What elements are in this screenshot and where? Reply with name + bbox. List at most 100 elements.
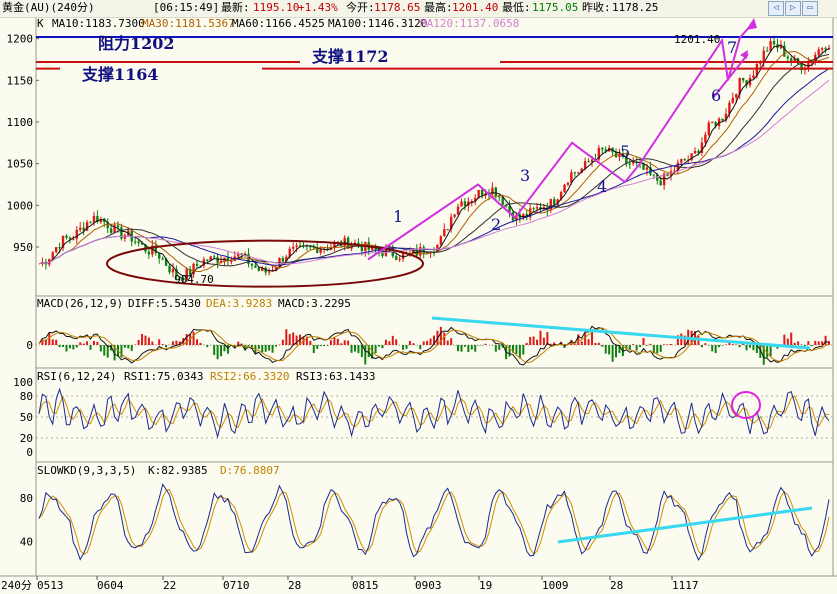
candle-body — [580, 168, 583, 173]
kd-d-line — [38, 488, 830, 557]
candle-body — [563, 184, 566, 193]
kd-panel-frame — [35, 461, 834, 577]
rsi-tick-4: 0 — [26, 446, 33, 459]
candle-body — [735, 94, 738, 98]
candle-body — [604, 149, 607, 152]
candle-body — [261, 267, 264, 271]
main-indicator-ma60: MA60:1166.4525 — [232, 17, 325, 30]
candle-body — [285, 256, 288, 262]
nav-left-button[interactable]: ◁ — [768, 1, 784, 16]
candle-body — [570, 172, 573, 183]
candle-body — [154, 245, 157, 254]
candle-body — [199, 265, 202, 267]
candle-body — [216, 257, 219, 263]
candle-body — [85, 222, 89, 231]
candle-body — [319, 249, 322, 253]
candle-body — [281, 258, 285, 262]
wave-arrow-head — [746, 18, 757, 30]
candle-body — [814, 54, 817, 61]
candle-body — [82, 227, 85, 231]
nav-right-button[interactable]: ▷ — [785, 1, 801, 16]
candle-body — [820, 48, 824, 50]
candle-body — [779, 45, 783, 49]
candle-body — [401, 252, 405, 259]
candle-body — [439, 236, 443, 245]
candle-body — [109, 228, 113, 233]
wave-label-4: 4 — [597, 177, 608, 196]
price-tick-4: 1000 — [7, 199, 34, 212]
candle-body — [618, 153, 621, 158]
main-indicator-ma100: MA100:1146.3120 — [328, 17, 428, 30]
x-tick-4: 28 — [288, 579, 301, 592]
price-tick-0: 1200 — [7, 33, 34, 46]
candle-body — [92, 215, 96, 223]
candle-body — [477, 189, 480, 199]
rsi1-line — [38, 387, 830, 439]
candle-body — [449, 216, 453, 230]
kd-k-line — [38, 483, 830, 562]
candle-body — [96, 215, 99, 223]
candle-body — [690, 153, 693, 161]
candle-body — [759, 62, 762, 64]
candle-body — [693, 150, 697, 154]
high-price-label: 1201.40 — [674, 33, 721, 46]
rsi-title: RSI(6,12,24) — [37, 370, 117, 383]
header-time: [06:15:49] — [153, 1, 220, 14]
x-tick-1: 0604 — [97, 579, 124, 592]
candle-body — [807, 61, 810, 68]
candle-body — [793, 58, 796, 61]
candle-body — [68, 237, 72, 240]
candle-body — [446, 229, 449, 231]
candle-body — [395, 256, 398, 260]
price-tick-3: 1050 — [7, 158, 34, 171]
kd-tick-1: 40 — [20, 535, 33, 548]
open-value: 1178.65 — [374, 1, 421, 14]
x-tick-8: 1009 — [542, 579, 569, 592]
candle-body — [738, 78, 741, 95]
wave-label-3: 3 — [520, 166, 531, 185]
candle-body — [192, 263, 195, 275]
candle-body — [456, 206, 460, 215]
candle-body — [182, 277, 185, 281]
candle-body — [164, 258, 168, 266]
wave-label-1: 1 — [393, 207, 404, 226]
candle-body — [72, 238, 75, 240]
candle-body — [501, 196, 504, 205]
candle-body — [51, 252, 54, 260]
low-value: 1175.05 — [532, 1, 579, 14]
candle-body — [188, 268, 192, 275]
macd-tick-0: 0 — [26, 339, 33, 352]
candle-body — [106, 221, 109, 229]
main-indicator-ma30: MA30:1181.5367 — [142, 17, 235, 30]
candle-body — [443, 229, 446, 237]
candle-body — [291, 246, 295, 249]
kd-d: D:76.8807 — [220, 464, 280, 477]
x-tick-2: 22 — [163, 579, 176, 592]
rsi-tick-3: 20 — [20, 432, 33, 445]
resistance-label: 阻力1202 — [98, 34, 175, 53]
candle-body — [566, 182, 570, 185]
candle-body — [140, 243, 144, 245]
candle-body — [755, 63, 759, 76]
candle-body — [707, 122, 710, 135]
candle-body — [250, 263, 254, 266]
candle-body — [659, 180, 662, 186]
candle-body — [731, 97, 735, 103]
candle-body — [800, 64, 803, 71]
kd-k: K:82.9385 — [148, 464, 208, 477]
candle-body — [645, 167, 649, 170]
main-indicator-ma10: MA10:1183.7300 — [52, 17, 145, 30]
candle-body — [326, 248, 329, 250]
candle-body — [741, 78, 745, 81]
wave-arrow-2 — [712, 53, 749, 99]
candle-body — [827, 47, 831, 50]
x-tick-0: 0513 — [37, 579, 64, 592]
candle-body — [436, 244, 439, 253]
x-axis-unit: 240分 — [1, 579, 32, 592]
candle-body — [700, 142, 704, 153]
candle-body — [398, 258, 401, 260]
candle-body — [772, 41, 776, 45]
candle-body — [65, 235, 68, 238]
nav-expand-button[interactable]: ▭ — [802, 1, 818, 16]
wave-label-5: 5 — [620, 142, 631, 161]
